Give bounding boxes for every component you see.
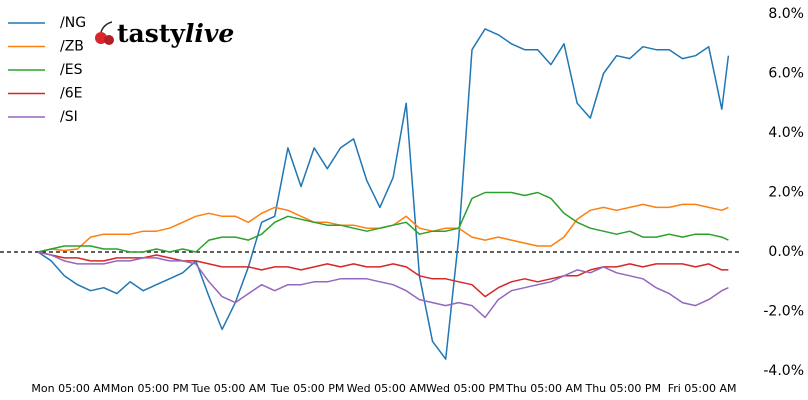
legend-label: /ZB [60, 39, 84, 55]
x-tick-label: Mon 05:00 AM [31, 382, 110, 395]
cherry [104, 35, 114, 45]
y-tick-label: -4.0% [763, 363, 804, 379]
x-tick-label: Wed 05:00 AM [347, 382, 427, 395]
series-line [37, 251, 729, 319]
logo-text: tastylive [117, 19, 234, 48]
y-tick-label: 8.0% [768, 6, 804, 22]
x-tick-label: Thu 05:00 AM [505, 382, 582, 395]
legend-label: /SI [60, 109, 78, 125]
legend-label: /NG [60, 15, 86, 31]
x-tick-label: Thu 05:00 PM [584, 382, 660, 395]
legend-label: /6E [60, 86, 82, 102]
y-tick-label: 0.0% [768, 244, 804, 260]
logo-bold: tasty [117, 19, 186, 48]
series-line [37, 251, 729, 298]
logo: tastylive [95, 19, 234, 48]
cherry-stem [100, 21, 113, 33]
y-tick-label: -2.0% [763, 304, 804, 320]
x-tick-label: Tue 05:00 PM [270, 382, 345, 395]
logo-italic: live [185, 19, 234, 48]
series-line [37, 191, 729, 253]
cherry [95, 32, 107, 44]
x-tick-label: Tue 05:00 AM [190, 382, 266, 395]
y-tick-label: 2.0% [768, 185, 804, 201]
legend-label: /ES [60, 62, 83, 78]
y-tick-label: 6.0% [768, 66, 804, 82]
x-tick-label: Mon 05:00 PM [111, 382, 189, 395]
x-tick-label: Fri 05:00 AM [668, 382, 737, 395]
y-tick-label: 4.0% [768, 125, 804, 141]
series-line [37, 28, 730, 360]
x-tick-label: Wed 05:00 PM [426, 382, 505, 395]
